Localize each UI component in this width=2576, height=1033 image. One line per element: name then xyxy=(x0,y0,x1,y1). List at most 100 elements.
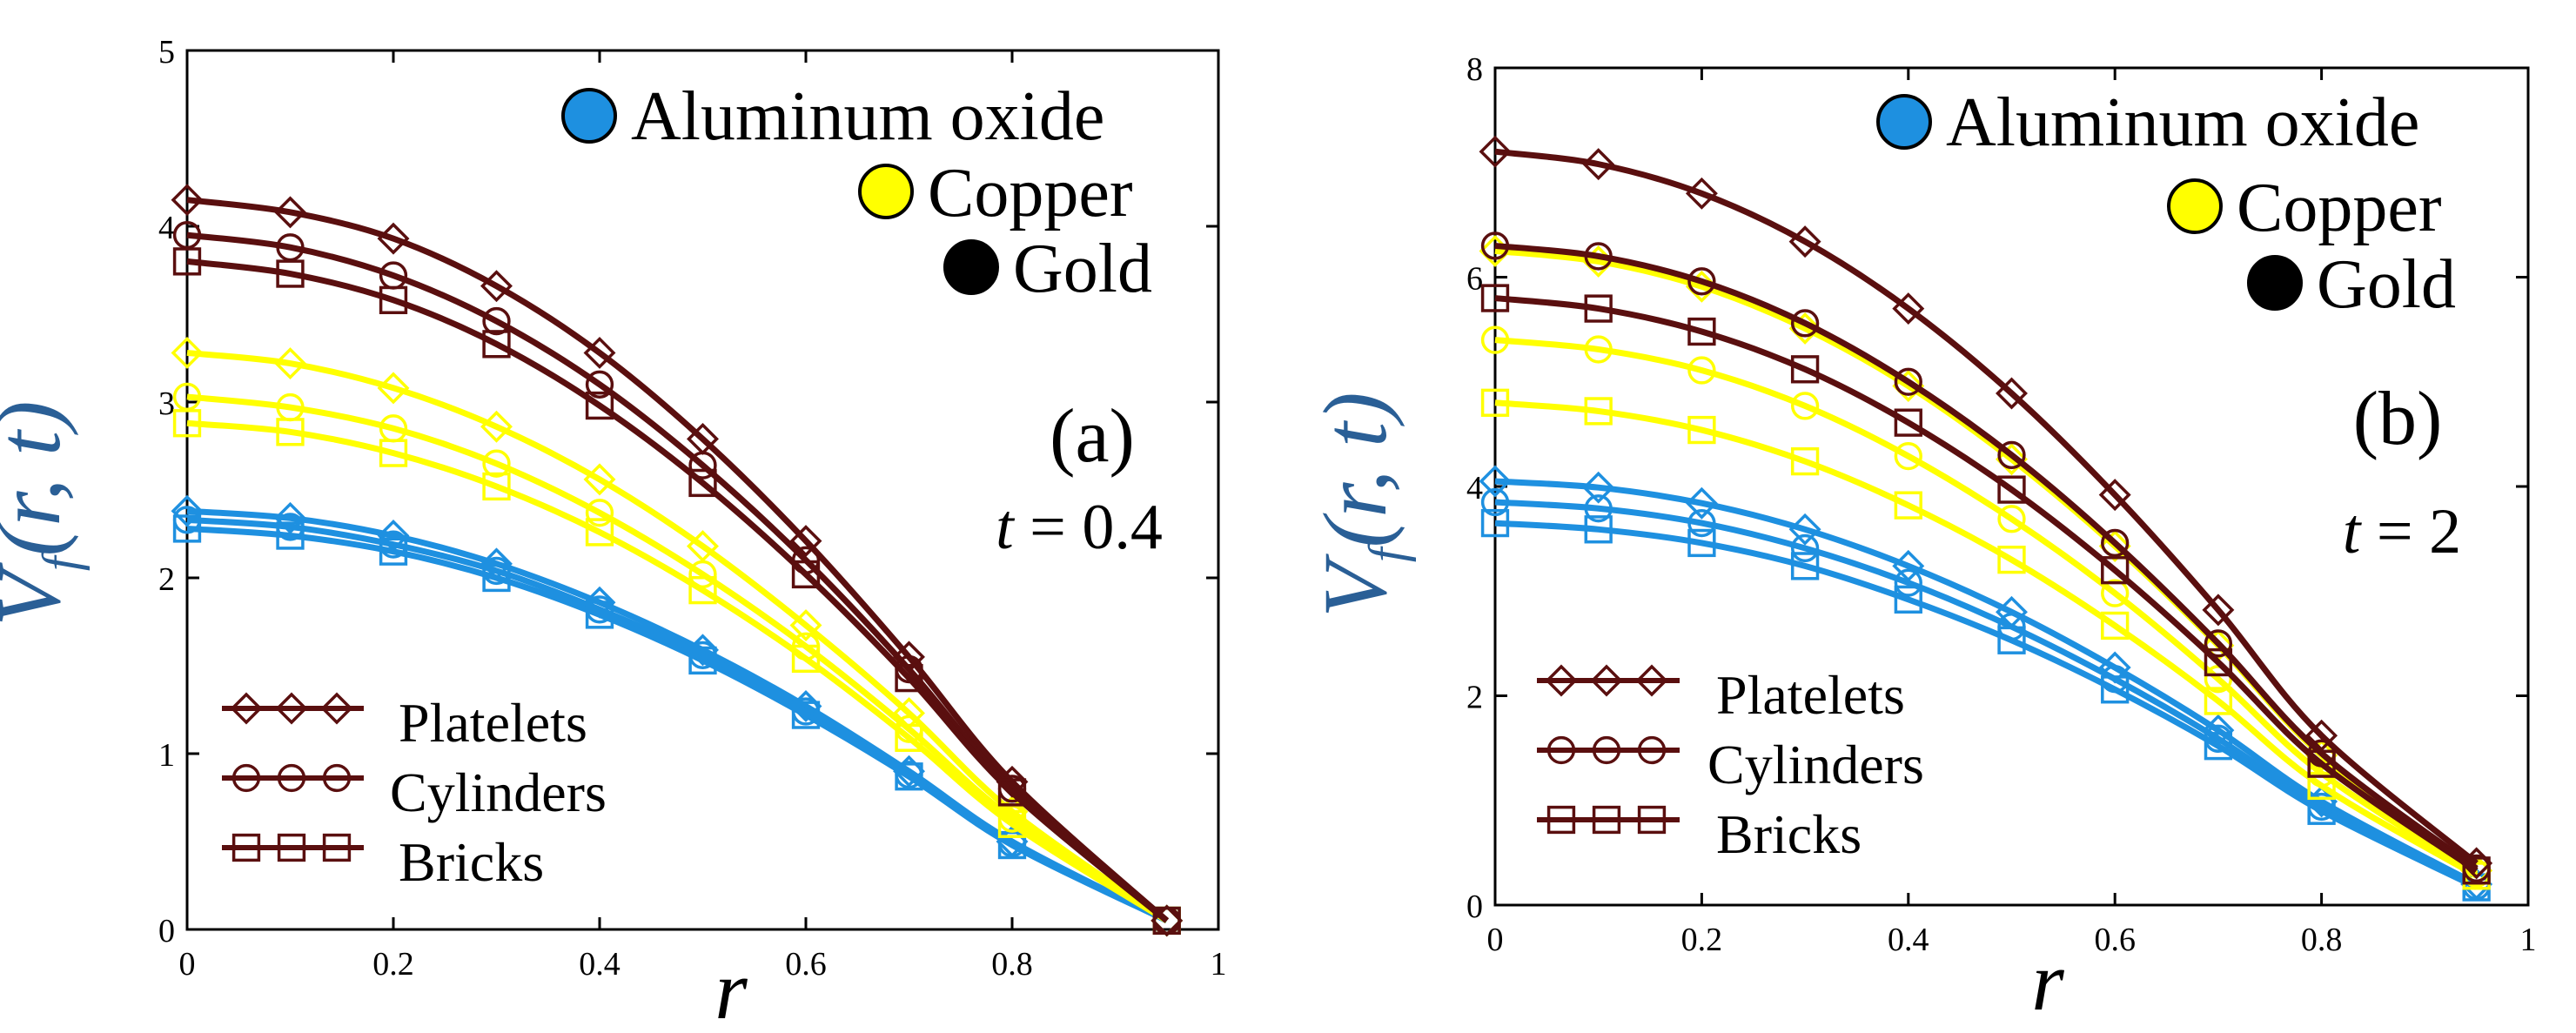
x-tick-label: 0.6 xyxy=(785,946,827,983)
data-point xyxy=(172,409,202,438)
data-point xyxy=(1480,231,1510,260)
data-point xyxy=(1894,367,1922,396)
data-point xyxy=(2101,579,2130,607)
legend-label-copper: Copper xyxy=(928,155,1133,231)
series-aluminum-oxide-bricks xyxy=(1480,508,2491,902)
data-point xyxy=(1996,443,2028,476)
data-point xyxy=(2101,675,2130,704)
panel-letter: (a) xyxy=(1050,394,1135,479)
data-point xyxy=(1892,292,1925,325)
data-point xyxy=(1996,377,2028,410)
legend-marker xyxy=(1635,664,1668,697)
legend-dot-gold xyxy=(943,239,999,295)
data-point xyxy=(688,468,717,498)
plot-area-b: 0 0.2 0.4 0.6 0.8 1 0 2 4 6 8 xyxy=(1466,51,2537,958)
legend-symbol-square xyxy=(1537,805,1680,835)
data-point xyxy=(2098,530,2131,563)
series-line xyxy=(1494,148,2479,866)
series-line xyxy=(1494,478,2479,888)
legend-label-aluminum-oxide: Aluminum oxide xyxy=(631,78,1104,155)
data-point xyxy=(585,499,614,527)
legend-marker xyxy=(231,763,261,793)
legend-marker xyxy=(1637,735,1667,765)
data-point xyxy=(583,463,616,496)
data-point xyxy=(276,521,305,550)
data-point xyxy=(480,410,513,443)
panel-letter: (b) xyxy=(2353,377,2443,461)
y-axis-label: Vf(r, t) xyxy=(0,400,90,626)
data-point xyxy=(1894,585,1922,614)
y-tick-label: 2 xyxy=(158,561,175,598)
panel-a: 0 0.2 0.4 0.6 0.8 1 0 1 2 3 4 5 Vf(r, t) r (a) t = … xyxy=(0,34,1227,1033)
data-point xyxy=(895,762,923,791)
color-legend: Aluminum oxide Copper Gold xyxy=(561,78,1152,307)
y-tick-label: 4 xyxy=(158,210,175,246)
legend-label-cylinders: Cylinders xyxy=(390,761,607,823)
legend-marker xyxy=(1546,735,1576,765)
data-point xyxy=(789,609,822,642)
data-point xyxy=(480,270,513,303)
data-point xyxy=(585,370,614,399)
panel-b: 0 0.2 0.4 0.6 0.8 1 0 2 4 6 8 Vf(r, t) r (b) t = 2… xyxy=(1305,51,2537,1028)
data-point xyxy=(1480,388,1510,417)
legend-label-bricks: Bricks xyxy=(399,831,544,893)
data-point xyxy=(585,391,614,420)
data-point xyxy=(1480,487,1510,517)
data-point xyxy=(482,306,511,336)
data-point xyxy=(1480,508,1510,538)
data-point xyxy=(482,563,511,593)
data-point xyxy=(377,222,410,255)
data-point xyxy=(377,372,410,405)
legend-dot-copper xyxy=(2167,178,2223,234)
data-point xyxy=(274,196,306,229)
data-point xyxy=(791,644,821,674)
data-point xyxy=(1584,335,1613,364)
series-line xyxy=(186,419,1169,923)
series-line xyxy=(1494,337,2479,876)
data-point xyxy=(1790,552,1820,580)
series-line xyxy=(186,349,1169,923)
data-point xyxy=(1582,471,1615,504)
series-line xyxy=(186,525,1169,924)
data-point xyxy=(1997,440,2026,470)
data-point xyxy=(2204,732,2233,761)
data-point xyxy=(172,247,202,276)
x-tick-label: 0 xyxy=(179,946,196,983)
x-tick-label: 0.8 xyxy=(991,946,1033,983)
data-point xyxy=(1582,148,1615,181)
data-point xyxy=(1479,135,1512,168)
series-gold-platelets xyxy=(1479,135,2493,880)
data-point xyxy=(172,514,202,543)
x-tick-label: 0.8 xyxy=(2301,922,2343,958)
plot-frame xyxy=(185,49,1220,931)
x-tick-label: 0 xyxy=(1487,922,1504,958)
series-line xyxy=(1494,399,2479,879)
legend-marker xyxy=(277,833,306,862)
data-point xyxy=(482,449,511,478)
data-point xyxy=(1480,325,1510,354)
legend-dot-copper xyxy=(858,164,914,219)
data-point xyxy=(791,701,821,729)
data-point xyxy=(1997,475,2026,504)
data-point xyxy=(585,600,614,629)
data-point xyxy=(2204,665,2233,694)
data-point xyxy=(1790,309,1820,338)
legend-label-gold: Gold xyxy=(1013,231,1152,307)
legend-marker xyxy=(322,833,352,862)
data-point xyxy=(688,575,717,605)
data-point xyxy=(1685,486,1718,520)
color-legend: Aluminum oxide Copper Gold xyxy=(1876,84,2456,323)
time-annotation: t = 0.4 xyxy=(996,492,1163,563)
data-point xyxy=(171,184,204,217)
data-point xyxy=(1790,446,1820,476)
data-point xyxy=(1685,177,1718,210)
y-tick-label: 0 xyxy=(1466,889,1483,925)
y-tick-label: 0 xyxy=(158,913,175,949)
data-point xyxy=(1790,355,1820,384)
data-point xyxy=(2101,556,2130,585)
y-tick-label: 2 xyxy=(1466,680,1483,716)
data-point xyxy=(2202,594,2235,627)
data-point xyxy=(1480,284,1510,312)
data-point xyxy=(688,646,717,675)
legend-label-copper: Copper xyxy=(2237,170,2442,246)
